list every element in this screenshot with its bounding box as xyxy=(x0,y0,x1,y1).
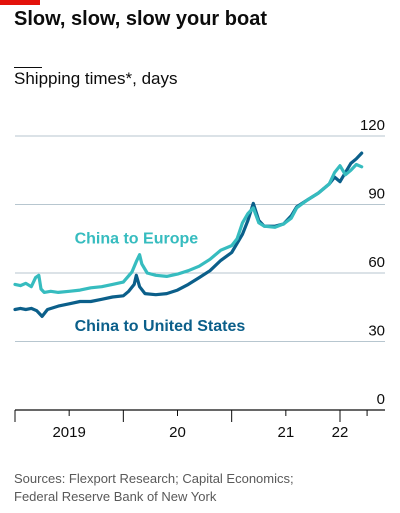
y-tick-label: 120 xyxy=(360,117,385,134)
series-label: China to United States xyxy=(75,318,246,335)
brand-accent-bar xyxy=(0,0,40,5)
chart-title: Slow, slow, slow your boat xyxy=(14,8,267,30)
source-line: Federal Reserve Bank of New York xyxy=(14,489,217,504)
y-tick-labels: 0 30 60 90 120 xyxy=(360,117,385,408)
x-tick-label: 21 xyxy=(277,424,294,441)
y-tick-label: 30 xyxy=(368,323,385,340)
source-note: Sources: Flexport Research; Capital Econ… xyxy=(14,470,394,506)
y-tick-label: 0 xyxy=(377,391,385,408)
chart-subtitle: Shipping times*, days xyxy=(14,69,178,88)
x-tick-label: 22 xyxy=(332,424,349,441)
y-tick-label: 60 xyxy=(368,254,385,271)
x-axis: 2019 20 21 22 xyxy=(14,409,385,441)
series-labels: China to Europe China to United States xyxy=(75,230,246,335)
series-line xyxy=(13,162,364,294)
y-tick-label: 90 xyxy=(368,186,385,203)
x-tick-label: 2019 xyxy=(52,424,85,441)
series-lines xyxy=(13,151,364,318)
line-chart: 0 30 60 90 120 China to Europe China to Unite… xyxy=(13,117,385,441)
source-line: Sources: Flexport Research; Capital Econ… xyxy=(14,471,294,486)
subtitle-overline xyxy=(14,67,42,68)
gridlines xyxy=(15,135,385,342)
x-tick-label: 20 xyxy=(169,424,186,441)
series-label: China to Europe xyxy=(75,230,199,247)
